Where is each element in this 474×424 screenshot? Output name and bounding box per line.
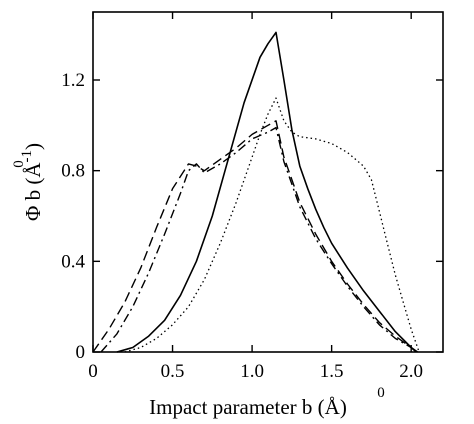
y-axis-title: Φ b (Å-1) <box>19 143 45 221</box>
tick-labels: 0 0.5 1.0 1.5 2.0 0 0.4 0.8 1.2 <box>61 70 423 382</box>
y-tick-label: 0.4 <box>61 251 85 272</box>
x-axis-title: Impact parameter b (Å) <box>149 395 347 419</box>
x-axis-title-main: Impact parameter b ( <box>149 395 325 419</box>
x-axis-unit-mark: 0 <box>377 385 385 401</box>
series-line-dashdot <box>100 126 417 353</box>
x-tick-label: 1.5 <box>320 361 344 382</box>
x-tick-label: 1.0 <box>240 361 264 382</box>
x-axis-title-unit: Å <box>325 395 341 419</box>
series-line-dotted <box>124 97 420 353</box>
y-tick-label: 1.2 <box>61 70 85 91</box>
x-tick-label: 0 <box>88 361 98 382</box>
x-tick-label: 0.5 <box>161 361 185 382</box>
x-axis-title-close: ) <box>340 395 347 419</box>
ticks <box>92 12 443 353</box>
y-axis-title-close: ) <box>21 143 45 150</box>
y-axis-title-unit: Å <box>21 162 45 178</box>
series-group <box>92 31 420 353</box>
y-axis-title-group: Φ b (Å-1) 0 <box>11 143 45 221</box>
y-tick-label: 0 <box>76 342 86 363</box>
y-axis-unit-mark: 0 <box>11 160 27 168</box>
y-axis-title-main: Φ b ( <box>21 178 45 221</box>
x-tick-label: 2.0 <box>399 361 423 382</box>
y-axis-title-exponent: -1 <box>19 150 35 163</box>
series-line-solid <box>116 31 418 353</box>
y-tick-label: 0.8 <box>61 161 85 182</box>
plot-frame <box>92 11 444 353</box>
series-line-dashed <box>92 120 417 353</box>
